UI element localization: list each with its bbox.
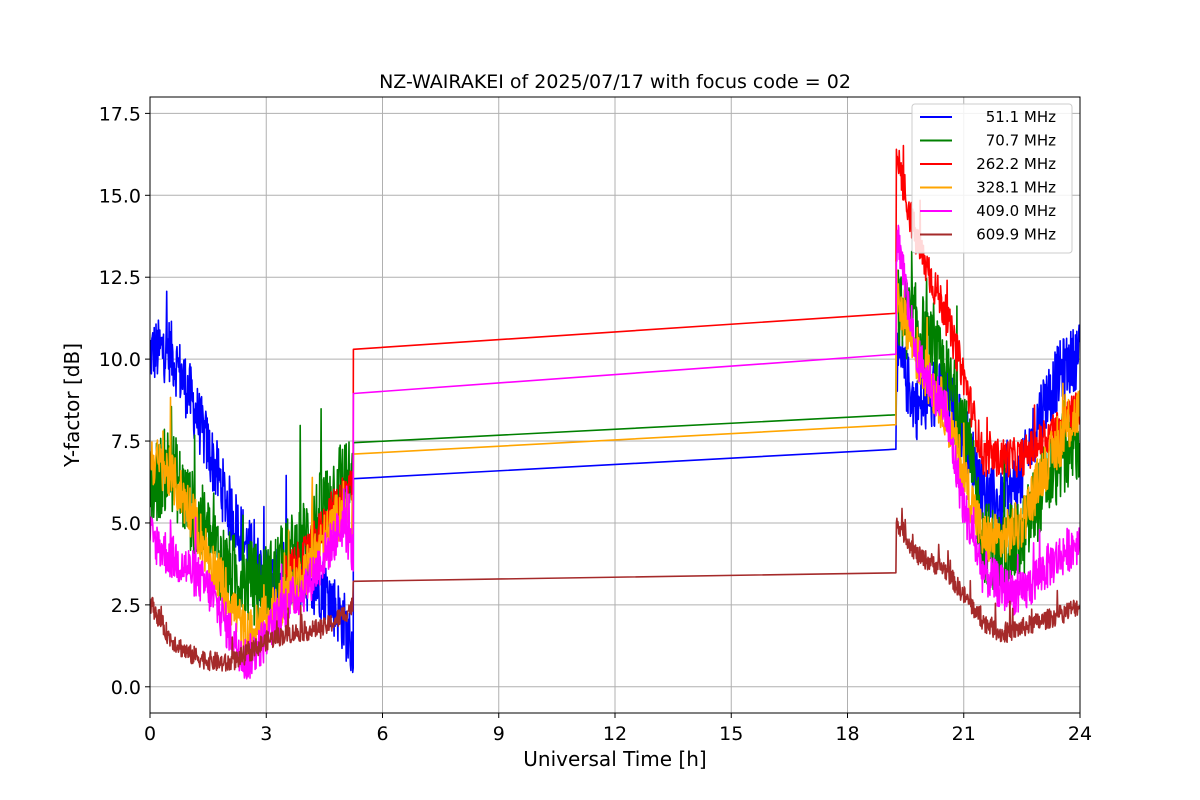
series-line-4 <box>150 224 1080 680</box>
y-axis-label: Y-factor [dB] <box>60 343 84 468</box>
x-tick-label: 6 <box>376 723 388 745</box>
x-tick-label: 9 <box>493 723 505 745</box>
chart-title: NZ-WAIRAKEI of 2025/07/17 with focus cod… <box>379 71 851 93</box>
x-tick-label: 24 <box>1068 723 1092 745</box>
x-tick-label: 3 <box>260 723 272 745</box>
x-axis-label: Universal Time [h] <box>523 747 706 771</box>
legend: 51.1 MHz 70.7 MHz 262.2 MHz 328.1 MHz 409.0 … <box>911 103 1073 254</box>
x-tick-label: 15 <box>719 723 743 745</box>
y-tick-label: 0.0 <box>111 677 141 699</box>
legend-label-4: 409.0 MHz <box>976 202 1056 220</box>
legend-label-5: 609.9 MHz <box>976 226 1056 244</box>
y-tick-label: 2.5 <box>111 595 141 617</box>
legend-label-1: 70.7 MHz <box>986 132 1056 150</box>
y-tick-label: 12.5 <box>99 267 141 289</box>
legend-label-3: 328.1 MHz <box>976 179 1056 197</box>
series-layer <box>150 144 1080 680</box>
x-tick-label: 18 <box>835 723 859 745</box>
y-tick-label: 15.0 <box>99 185 141 207</box>
y-tick-label: 10.0 <box>99 349 141 371</box>
y-tick-label: 17.5 <box>99 103 141 125</box>
y-tick-label: 5.0 <box>111 513 141 535</box>
y-tick-label: 7.5 <box>111 431 141 453</box>
x-tick-label: 0 <box>144 723 156 745</box>
axis-ticks: 0 3 6 9 12 15 18 21 24 0.0 2.5 5.0 7.5 10.0 12.5 15.0 17… <box>99 103 1092 745</box>
x-tick-label: 12 <box>603 723 627 745</box>
x-tick-label: 21 <box>952 723 976 745</box>
legend-label-0: 51.1 MHz <box>986 108 1056 126</box>
legend-label-2: 262.2 MHz <box>976 155 1056 173</box>
series-line-5 <box>150 507 1080 672</box>
